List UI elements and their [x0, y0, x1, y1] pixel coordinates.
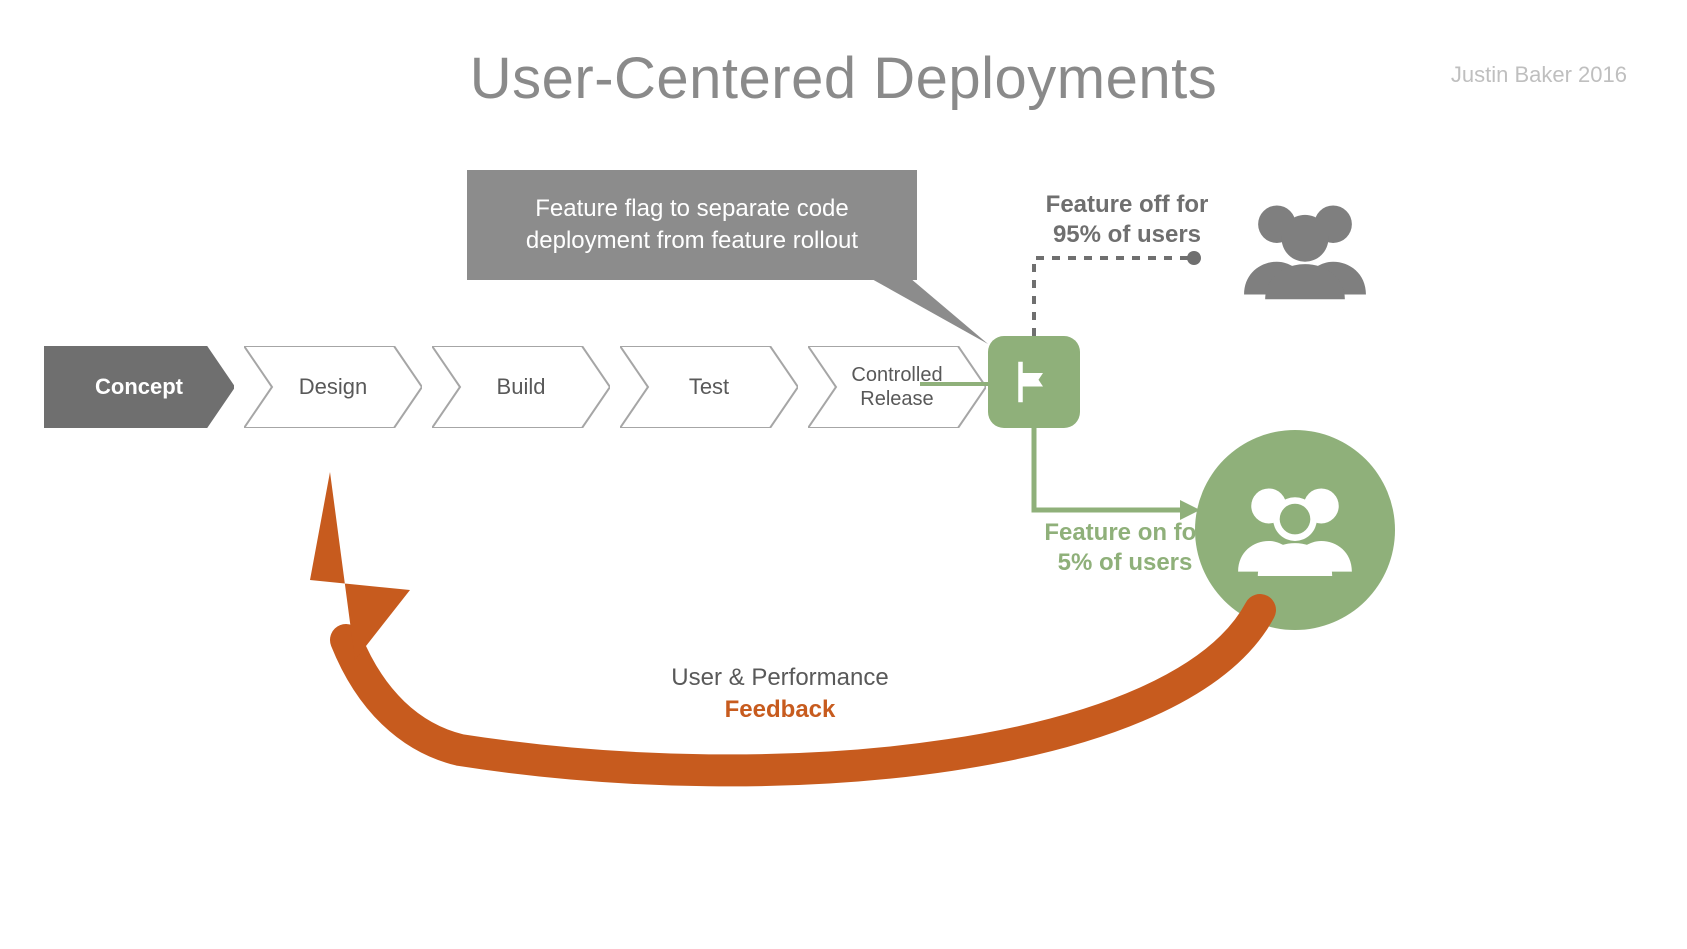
- pipeline-step-controlled-release: ControlledRelease: [808, 346, 986, 428]
- pipeline-step-label: Test: [673, 374, 745, 400]
- feedback-label: User & Performance Feedback: [640, 662, 920, 727]
- off-branch-connector: [1030, 250, 1210, 350]
- pipeline-row: Concept Design Build Test ControlledRelease: [44, 346, 986, 428]
- feedback-line2: Feedback: [725, 696, 836, 723]
- pipeline-step-label: Design: [283, 374, 383, 400]
- callout-text: Feature flag to separate code deployment…: [485, 193, 899, 258]
- pipeline-step-concept: Concept: [44, 346, 234, 428]
- feedback-arrow: [260, 440, 1310, 840]
- pipeline-step-label: Concept: [79, 374, 199, 400]
- attribution-text: Justin Baker 2016: [1451, 62, 1627, 88]
- pipeline-step-label: ControlledRelease: [835, 363, 958, 411]
- pipeline-step-label: Build: [481, 374, 562, 400]
- flag-icon: [1007, 355, 1061, 409]
- callout-box: Feature flag to separate code deployment…: [467, 170, 917, 280]
- users-off-icon: [1230, 190, 1380, 310]
- pipeline-step-test: Test: [620, 346, 798, 428]
- page-title: User-Centered Deployments: [0, 45, 1687, 112]
- callout-tail: [870, 278, 1000, 358]
- pipeline-step-design: Design: [244, 346, 422, 428]
- pipeline-step-build: Build: [432, 346, 610, 428]
- off-branch-text: Feature off for 95% of users: [1046, 191, 1209, 248]
- off-branch-label: Feature off for 95% of users: [1032, 190, 1222, 250]
- feedback-line1: User & Performance: [671, 664, 888, 691]
